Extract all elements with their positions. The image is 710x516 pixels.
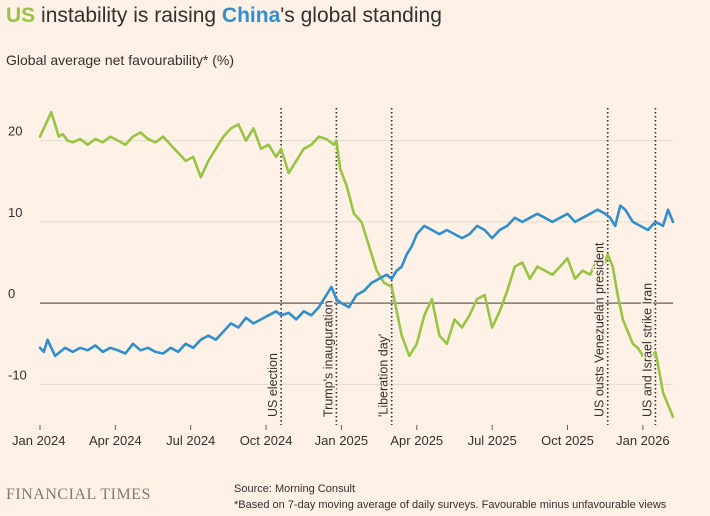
- x-tick-label: Jul 2025: [468, 433, 517, 448]
- title-china: China: [221, 4, 281, 27]
- title-part1: instability is raising: [35, 4, 222, 27]
- x-tick-label: Apr 2025: [390, 433, 443, 448]
- event-label: US election: [266, 353, 280, 417]
- source-note: Source: Morning Consult: [234, 483, 356, 495]
- y-tick-label: -10: [8, 367, 27, 382]
- x-tick-label: Apr 2024: [89, 433, 142, 448]
- x-tick-label: Oct 2024: [240, 433, 293, 448]
- series-line-us: [38, 110, 675, 419]
- x-tick-label: Oct 2025: [541, 433, 594, 448]
- y-tick-label: 0: [8, 286, 15, 301]
- x-tick-label: Jan 2025: [315, 433, 369, 448]
- event-label: US ousts Venezuelan president: [593, 242, 607, 417]
- line-chart: -10 0 10 20 Jan 2024 Apr 2024 Jul 2024 Oct 2024…: [8, 108, 675, 448]
- ft-logo: FINANCIAL TIMES: [6, 486, 151, 503]
- x-tick-label: Jul 2024: [166, 433, 215, 448]
- series-line-china: [38, 204, 675, 358]
- chart-subtitle: Global average net favourability* (%): [6, 52, 235, 68]
- title-part2: 's global standing: [280, 4, 442, 27]
- y-tick-label: 10: [8, 205, 22, 220]
- event-label: 'Liberation day': [377, 334, 391, 417]
- title-us: US: [6, 4, 36, 27]
- x-tick-label: Jan 2024: [12, 433, 66, 448]
- chart-title: US instability is raising China's global…: [6, 4, 442, 28]
- x-tick-label: Jan 2026: [616, 433, 670, 448]
- y-tick-label: 20: [8, 124, 22, 139]
- event-label: Trump's inauguration: [321, 300, 335, 417]
- event-label: US and Israel strike Iran: [640, 283, 654, 417]
- footnote: *Based on 7-day moving average of daily …: [234, 499, 667, 511]
